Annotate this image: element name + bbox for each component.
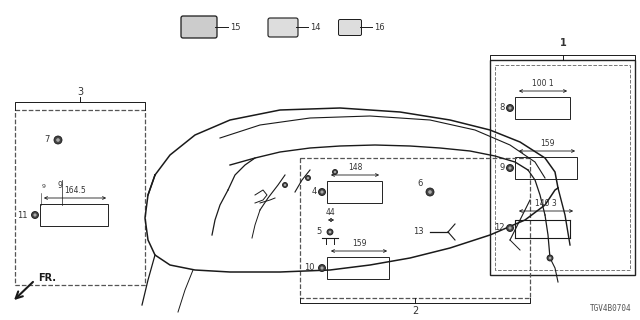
Text: 9: 9 xyxy=(500,164,505,172)
Bar xyxy=(327,257,389,279)
Circle shape xyxy=(56,138,60,142)
Bar xyxy=(515,157,577,179)
Circle shape xyxy=(329,231,332,233)
Circle shape xyxy=(54,136,62,144)
Text: 7: 7 xyxy=(45,135,50,145)
Text: 11: 11 xyxy=(17,211,28,220)
Circle shape xyxy=(284,184,286,186)
Circle shape xyxy=(321,190,324,194)
Circle shape xyxy=(508,107,511,109)
Circle shape xyxy=(319,265,326,271)
Circle shape xyxy=(506,225,513,231)
Text: 15: 15 xyxy=(230,22,241,31)
Circle shape xyxy=(508,227,511,229)
Text: 10: 10 xyxy=(305,263,315,273)
Text: 1: 1 xyxy=(559,38,566,48)
Text: 4: 4 xyxy=(312,188,317,196)
Bar xyxy=(15,110,145,285)
Bar xyxy=(327,181,382,203)
Text: 44: 44 xyxy=(326,208,336,217)
Circle shape xyxy=(506,164,513,172)
Text: 8: 8 xyxy=(500,103,505,113)
Text: TGV4B0704: TGV4B0704 xyxy=(590,304,632,313)
Text: 3: 3 xyxy=(77,87,83,97)
FancyBboxPatch shape xyxy=(268,18,298,37)
Circle shape xyxy=(33,213,36,217)
Text: 148: 148 xyxy=(348,163,362,172)
Circle shape xyxy=(282,182,287,188)
Text: 9: 9 xyxy=(42,185,46,189)
Circle shape xyxy=(321,267,324,269)
FancyBboxPatch shape xyxy=(181,16,217,38)
Circle shape xyxy=(327,229,333,235)
Bar xyxy=(495,65,630,270)
Circle shape xyxy=(305,175,310,180)
Circle shape xyxy=(548,257,551,259)
FancyBboxPatch shape xyxy=(339,20,362,36)
Circle shape xyxy=(334,171,336,173)
Circle shape xyxy=(428,190,432,194)
Text: 100 1: 100 1 xyxy=(532,79,554,88)
Circle shape xyxy=(31,212,38,219)
Text: 164.5: 164.5 xyxy=(64,186,86,195)
Text: 159: 159 xyxy=(540,139,554,148)
Bar xyxy=(300,158,530,298)
Text: 2: 2 xyxy=(412,306,418,316)
Text: 14: 14 xyxy=(310,22,321,31)
Bar xyxy=(515,97,570,119)
Text: 16: 16 xyxy=(374,22,385,31)
Circle shape xyxy=(426,188,434,196)
Bar xyxy=(40,204,108,226)
Circle shape xyxy=(307,177,309,179)
Text: 9: 9 xyxy=(58,180,63,189)
Text: 159: 159 xyxy=(352,239,366,248)
Text: 5: 5 xyxy=(317,228,322,236)
Circle shape xyxy=(547,255,553,261)
Circle shape xyxy=(333,170,337,174)
Text: 140 3: 140 3 xyxy=(535,199,557,208)
Circle shape xyxy=(506,105,513,111)
Text: 6: 6 xyxy=(418,180,423,188)
Circle shape xyxy=(508,166,511,170)
Text: 12: 12 xyxy=(495,223,505,233)
Text: FR.: FR. xyxy=(38,273,56,283)
Circle shape xyxy=(319,188,326,196)
Text: 13: 13 xyxy=(413,228,424,236)
Bar xyxy=(490,60,635,275)
